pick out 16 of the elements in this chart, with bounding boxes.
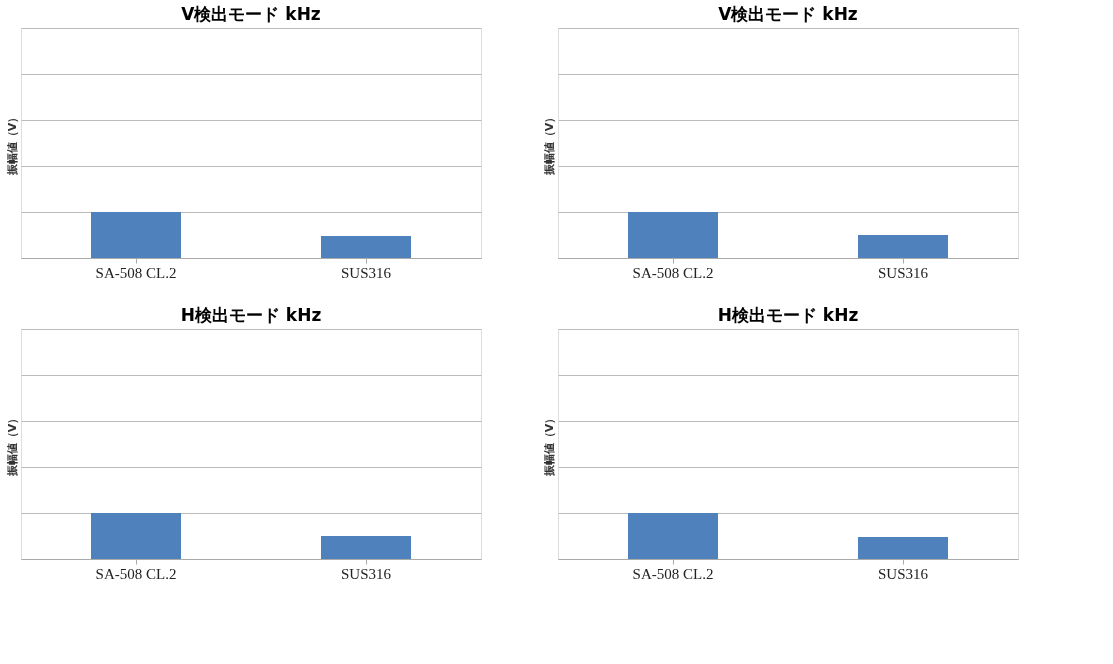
x-tick-label: SA-508 CL.2 — [632, 264, 714, 281]
x-tick-label: SUS316 — [340, 264, 392, 281]
x-tick-label: SUS316 — [340, 565, 392, 582]
x-tick-label: SA-508 CL.2 — [632, 565, 714, 582]
y-axis-title: 振幅値（V） — [5, 111, 19, 177]
y-axis-title: 振幅値（V） — [542, 412, 556, 478]
x-tick-label: SUS316 — [877, 264, 929, 281]
x-tick-label: SUS316 — [877, 565, 929, 582]
chart-title: H検出モード kHz — [180, 305, 322, 325]
chart-title: V検出モード kHz — [181, 4, 321, 24]
chart-title: H検出モード kHz — [717, 305, 859, 325]
x-tick-label: SA-508 CL.2 — [95, 565, 177, 582]
x-tick-label: SA-508 CL.2 — [95, 264, 177, 281]
y-axis-title: 振幅値（V） — [5, 412, 19, 478]
chart-title: V検出モード kHz — [718, 4, 858, 24]
y-axis-title: 振幅値（V） — [542, 111, 556, 177]
